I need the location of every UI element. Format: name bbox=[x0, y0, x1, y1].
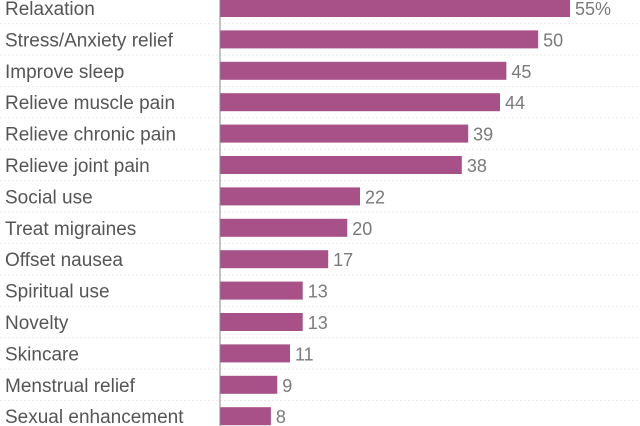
category-label: Stress/Anxiety relief bbox=[5, 30, 174, 51]
category-label: Relieve joint pain bbox=[5, 156, 150, 177]
category-label: Spiritual use bbox=[5, 282, 110, 303]
value-label: 22 bbox=[365, 187, 385, 207]
bar bbox=[220, 156, 462, 174]
bar bbox=[220, 281, 303, 300]
category-label: Sexual enhancement bbox=[5, 407, 184, 426]
category-label: Relieve chronic pain bbox=[5, 125, 176, 146]
value-label: 20 bbox=[352, 219, 372, 239]
value-label: 13 bbox=[308, 313, 328, 333]
category-label: Novelty bbox=[5, 313, 69, 334]
bar bbox=[220, 0, 570, 17]
category-label: Treat migraines bbox=[5, 219, 136, 240]
bar bbox=[220, 124, 469, 143]
bar bbox=[220, 375, 278, 394]
bar bbox=[220, 93, 500, 112]
value-label: 9 bbox=[282, 376, 292, 396]
bar bbox=[220, 313, 303, 331]
category-label: Menstrual relief bbox=[5, 376, 136, 397]
category-label: Relaxation bbox=[5, 0, 95, 20]
value-label: 8 bbox=[276, 407, 286, 426]
value-label: 38 bbox=[467, 156, 487, 176]
category-label: Offset nausea bbox=[5, 250, 123, 271]
bar bbox=[220, 61, 507, 80]
category-label: Skincare bbox=[5, 344, 79, 365]
value-label: 17 bbox=[333, 250, 353, 270]
category-label: Relieve muscle pain bbox=[5, 93, 175, 114]
bar bbox=[220, 187, 360, 206]
value-label: 13 bbox=[308, 282, 328, 302]
value-label: 39 bbox=[473, 125, 493, 145]
bar bbox=[220, 344, 290, 363]
grid bbox=[0, 23, 640, 401]
value-label: 44 bbox=[505, 93, 525, 113]
bar bbox=[220, 218, 348, 237]
bars bbox=[220, 0, 570, 426]
bar bbox=[220, 30, 539, 49]
value-label: 45 bbox=[511, 62, 531, 82]
bar bbox=[220, 407, 271, 426]
bar bbox=[220, 250, 329, 269]
value-label: 55% bbox=[575, 0, 611, 19]
category-label: Social use bbox=[5, 187, 93, 208]
category-labels: Relaxation Stress/Anxiety relief Improve s… bbox=[5, 0, 184, 426]
category-label: Improve sleep bbox=[5, 62, 124, 83]
value-label: 11 bbox=[295, 344, 314, 364]
value-label: 50 bbox=[543, 30, 563, 50]
